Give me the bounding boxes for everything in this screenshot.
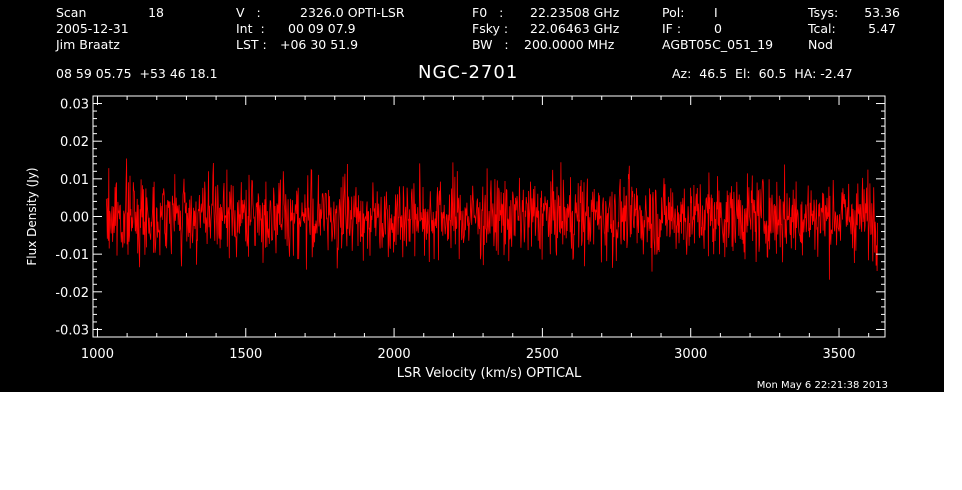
- y-tick-label: 0.01: [60, 173, 89, 188]
- y-tick-label: -0.01: [55, 248, 89, 263]
- lst-label: LST :: [236, 37, 267, 52]
- tsys-value: 53.36: [864, 5, 900, 20]
- bw-label: BW :: [472, 37, 509, 52]
- x-tick-label: 1000: [81, 347, 114, 362]
- velocity-label: V :: [236, 5, 261, 20]
- y-axis-label: Flux Density (Jy): [25, 167, 39, 265]
- x-tick-label: 2000: [378, 347, 411, 362]
- plot-panel: Scan 18 2005-12-31 Jim Braatz 08 59 05.7…: [0, 0, 944, 392]
- x-axis: 1000 1500 2000 2500 3000 3500: [81, 96, 870, 362]
- pol-value: I: [714, 5, 718, 20]
- if-label: IF :: [662, 21, 682, 36]
- y-tick-label: -0.02: [55, 286, 89, 301]
- f0-label: F0 :: [472, 5, 504, 20]
- velocity-value: 2326.0 OPTI-LSR: [300, 5, 405, 20]
- x-tick-label: 3500: [822, 347, 855, 362]
- x-tick-label: 1500: [229, 347, 262, 362]
- y-tick-label: -0.03: [55, 323, 89, 338]
- project-id: AGBT05C_051_19: [662, 37, 774, 52]
- tcal-label: Tcal:: [808, 21, 836, 36]
- f0-value: 22.23508 GHz: [530, 5, 620, 20]
- plot-area: [105, 158, 878, 280]
- y-axis: -0.03 -0.02 -0.01 0.00 0.01 0.02 0.03: [55, 98, 885, 338]
- lst-value: +06 30 51.9: [280, 37, 359, 52]
- bw-value: 200.0000 MHz: [524, 37, 615, 52]
- int-value: 00 09 07.9: [288, 21, 356, 36]
- x-axis-label: LSR Velocity (km/s) OPTICAL: [397, 366, 582, 381]
- source-name: NGC-2701: [418, 62, 519, 83]
- int-label: Int :: [236, 21, 265, 36]
- az-el-ha: Az: 46.5 El: 60.5 HA: -2.47: [672, 66, 853, 81]
- y-tick-label: 0.02: [60, 135, 89, 150]
- y-tick-label: 0.03: [60, 98, 89, 113]
- fsky-label: Fsky :: [472, 21, 509, 36]
- plot-timestamp: Mon May 6 22:21:38 2013: [756, 380, 888, 391]
- observer-name: Jim Braatz: [56, 37, 120, 52]
- if-value: 0: [714, 21, 722, 36]
- ra-dec: 08 59 05.75 +53 46 18.1: [56, 66, 218, 81]
- scan-value: 18: [148, 5, 164, 20]
- x-tick-label: 3000: [674, 347, 707, 362]
- plot-frame: [92, 95, 886, 338]
- pol-label: Pol:: [662, 5, 685, 20]
- scan-label: Scan: [56, 5, 87, 20]
- tsys-label: Tsys:: [808, 5, 839, 20]
- tcal-value: 5.47: [868, 21, 896, 36]
- spectrum-chart: -0.03 -0.02 -0.01 0.00 0.01 0.02 0.03 1000 1500…: [25, 95, 886, 381]
- fsky-value: 22.06463 GHz: [530, 21, 620, 36]
- obs-mode: Nod: [808, 37, 833, 52]
- x-tick-label: 2500: [526, 347, 559, 362]
- obs-date: 2005-12-31: [56, 21, 129, 36]
- spectrum-series-line: [105, 158, 878, 280]
- y-tick-label: 0.00: [60, 211, 89, 226]
